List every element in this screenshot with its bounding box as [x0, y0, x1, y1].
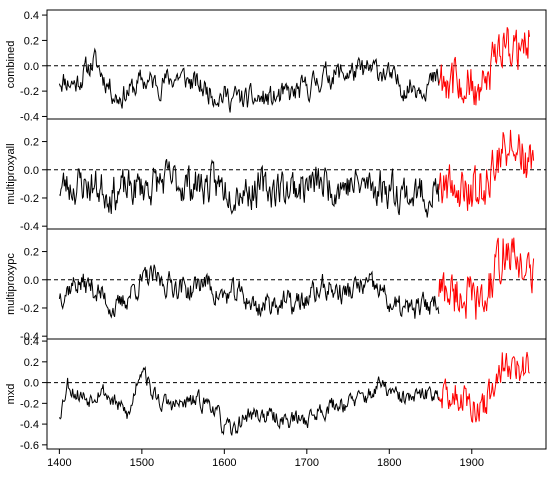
x-tick-label: 1400	[47, 457, 71, 469]
y-tick-label: 0.2	[24, 35, 39, 47]
y-tick-label: 0.0	[24, 378, 39, 390]
y-tick-label: -0.4	[20, 111, 39, 123]
reconstruction-line	[58, 264, 440, 319]
instrumental-line	[438, 27, 530, 106]
y-tick-label: -0.6	[20, 440, 39, 452]
y-tick-label: -0.2	[20, 86, 39, 98]
panel-multiproxypc: -0.4 -0.2 0.0 0.2 multiproxypc	[5, 228, 547, 343]
instrumental-line	[438, 129, 535, 211]
panel-frame	[46, 118, 547, 230]
y-axis-label: multiproxypc	[5, 253, 17, 315]
x-tick-label: 1900	[460, 457, 484, 469]
instrumental-line	[438, 351, 530, 423]
reconstruction-line	[59, 159, 440, 218]
y-tick-label: 0.0	[24, 165, 39, 177]
x-tick-label: 1500	[130, 457, 154, 469]
y-tick-label: 0.0	[24, 275, 39, 287]
panel-multiproxyall: -0.4 -0.2 0.0 0.2 multiproxyall	[5, 118, 547, 233]
y-tick-label: -0.2	[20, 303, 39, 315]
instrumental-line	[438, 237, 535, 320]
y-tick-label: 0.0	[24, 61, 39, 73]
y-axis-label: mxd	[5, 384, 17, 405]
x-axis: 1400 1500 1600 1700 1800 1900	[47, 449, 484, 469]
reconstruction-line	[58, 366, 440, 436]
y-axis-label: multiproxyall	[5, 143, 17, 204]
y-tick-label: -0.2	[20, 398, 39, 410]
y-tick-label: -0.2	[20, 193, 39, 205]
panel-frame	[46, 9, 547, 120]
y-tick-label: -0.4	[20, 419, 39, 431]
x-tick-label: 1800	[377, 457, 401, 469]
y-axis-label: combined	[5, 41, 17, 89]
x-tick-label: 1700	[295, 457, 319, 469]
y-tick-label: 0.2	[24, 137, 39, 149]
y-tick-label: -0.4	[20, 221, 39, 233]
panels-group: -0.4 -0.2 0.0 0.2 0.4 combined -0.4 -0.2 0.0 0.2 m…	[5, 9, 547, 452]
y-tick-label: 0.4	[24, 10, 39, 22]
y-tick-label: 0.2	[24, 247, 39, 259]
panel-mxd: -0.6 -0.4 -0.2 0.0 0.2 0.4 mxd	[5, 336, 547, 452]
panel-frame	[46, 338, 547, 450]
y-tick-label: 0.2	[24, 357, 39, 369]
y-tick-label: 0.4	[24, 336, 39, 348]
x-tick-label: 1600	[212, 457, 236, 469]
y-tick-label: -0.4	[20, 331, 39, 343]
panel-combined: -0.4 -0.2 0.0 0.2 0.4 combined	[5, 9, 547, 123]
reconstruction-line	[58, 47, 440, 113]
